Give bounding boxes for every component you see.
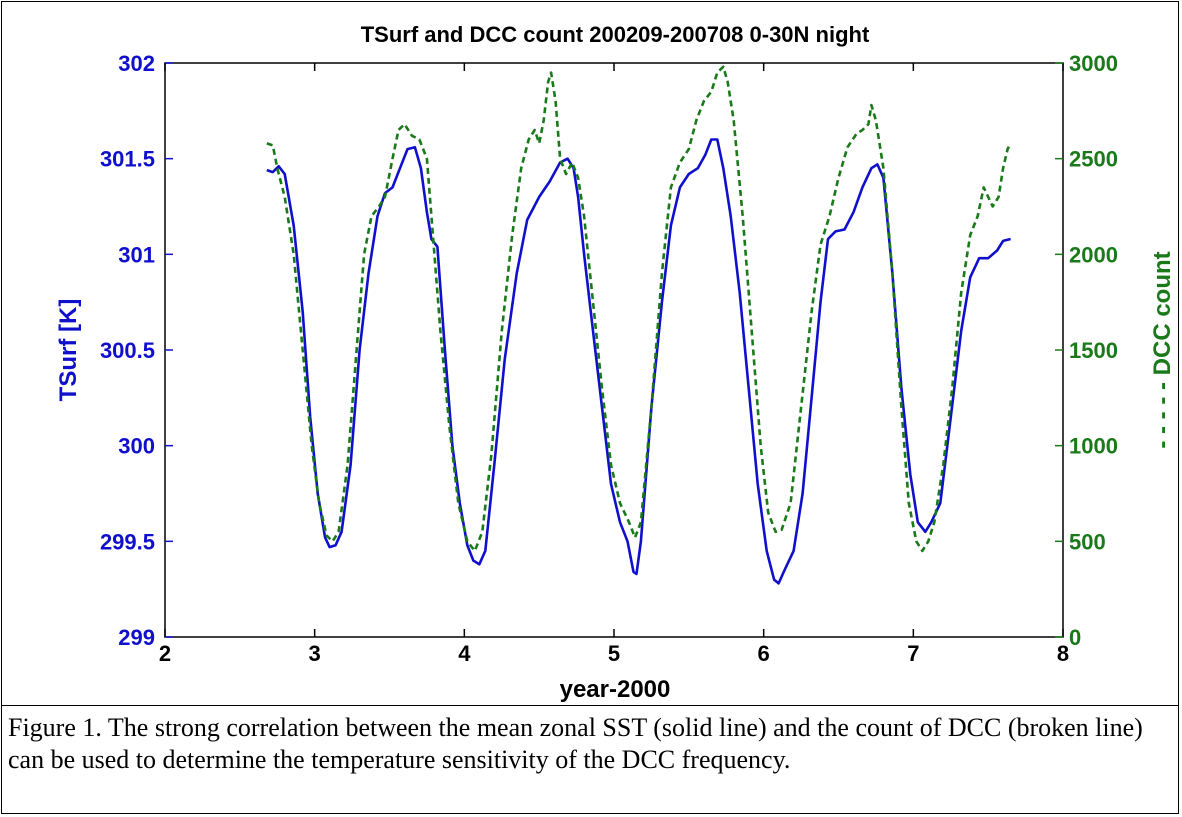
- y-right-tick-label: 0: [1069, 625, 1081, 650]
- x-tick-label: 6: [758, 641, 770, 666]
- y-left-tick-label: 299: [118, 625, 155, 650]
- x-tick-label: 7: [907, 641, 919, 666]
- series-lines: [266, 65, 1012, 585]
- y-left-tick-label: 300: [118, 434, 155, 459]
- x-tick-label: 5: [608, 641, 620, 666]
- y-left-tick-label: 302: [118, 51, 155, 76]
- plot-box: [164, 62, 1064, 638]
- y-axis-label-right: - - - - - DCC count: [1149, 251, 1176, 448]
- axis-ticks: 2 3 4 5 6 7 8 299 299.5 300 300.5 301 301.5 302 0 500 10…: [100, 51, 1118, 666]
- y-right-tick-label: 1000: [1069, 434, 1118, 459]
- caption-divider: [1, 705, 1179, 706]
- y-right-tick-label: 3000: [1069, 51, 1118, 76]
- plot-area: [164, 62, 1064, 638]
- y-left-tick-label: 301.5: [100, 147, 155, 172]
- x-tick-label: 4: [458, 641, 471, 666]
- y-left-tick-label: 299.5: [100, 529, 155, 554]
- figure-caption: Figure 1. The strong correlation between…: [8, 713, 1143, 774]
- y-right-tick-label: 1500: [1069, 338, 1118, 363]
- y-right-tick-label: 2000: [1069, 242, 1118, 267]
- x-axis-label: year-2000: [560, 676, 671, 703]
- y-axis-label-left: TSurf [K]: [55, 299, 82, 402]
- x-tick-label: 3: [309, 641, 321, 666]
- chart-title: TSurf and DCC count 200209-200708 0-30N …: [361, 22, 870, 47]
- series-line-dcc-count: [266, 65, 1012, 553]
- x-tick-label: 2: [159, 641, 171, 666]
- x-tick-label: 8: [1057, 641, 1069, 666]
- y-right-tick-label: 2500: [1069, 147, 1118, 172]
- dual-axis-line-chart: TSurf and DCC count 200209-200708 0-30N …: [55, 22, 1176, 703]
- y-right-tick-label: 500: [1069, 529, 1106, 554]
- y-left-tick-label: 300.5: [100, 338, 155, 363]
- y-left-tick-label: 301: [118, 242, 155, 267]
